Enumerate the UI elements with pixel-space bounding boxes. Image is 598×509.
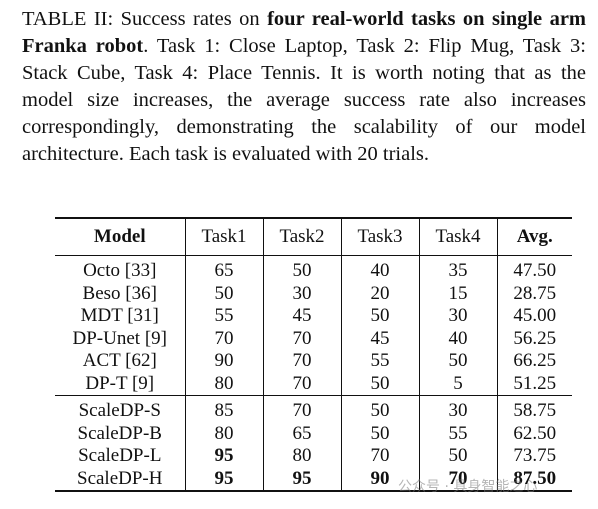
table-cell: 30: [418, 305, 497, 328]
header-row: Model Task1 Task2 Task3 Task4 Avg.: [55, 218, 572, 256]
header-cell: Task4: [418, 218, 497, 256]
table-cell: DP-T [9]: [85, 372, 155, 394]
table-cell: 70: [262, 327, 341, 350]
table-cell: ScaleDP-B: [77, 422, 162, 444]
watermark: 公众号 · 具身智能之心: [398, 479, 538, 495]
table-cell: 50: [184, 282, 263, 305]
table-cell: 50: [340, 422, 419, 445]
table-cell: 50: [262, 255, 341, 283]
table-cell: 80: [184, 372, 263, 396]
table-cell: 45.00: [496, 305, 572, 328]
table-cell: 45: [262, 305, 341, 328]
table-cell: 80: [184, 422, 263, 445]
caption: TABLE II: Success rates on four real-wor…: [22, 6, 586, 168]
table-cell: 55: [418, 422, 497, 445]
table-cell: ScaleDP-L: [78, 445, 162, 467]
table-cell: 66.25: [496, 350, 572, 373]
table-cell: 90: [340, 467, 419, 491]
table-cell: 40: [340, 255, 419, 283]
table-row: DP-T [9] 80 70 50 5 51.25: [55, 372, 572, 396]
header-cell: Task2: [262, 218, 341, 256]
table-cell: 50: [418, 445, 497, 468]
table-cell: 95: [184, 445, 263, 468]
table-cell: 95: [262, 467, 341, 491]
table-cell: 28.75: [496, 282, 572, 305]
table-cell: 80: [262, 445, 341, 468]
table-cell: 73.75: [496, 445, 572, 468]
row-group: Octo [33] 65 50 40 35 47.50 Beso [36] 50 30 20 15 2…: [55, 255, 572, 396]
table-cell: 40: [418, 327, 497, 350]
table-cell: 47.50: [496, 255, 572, 283]
table-row: ACT [62] 90 70 55 50 66.25: [55, 350, 572, 373]
table-cell: 30: [262, 282, 341, 305]
table-cell: 65: [184, 255, 263, 283]
table-cell: 62.50: [496, 422, 572, 445]
table-row: ScaleDP-L 95 80 70 50 73.75: [55, 445, 572, 468]
table-cell: 35: [418, 255, 497, 283]
row-group: ScaleDP-S 85 70 50 30 58.75 ScaleDP-B 80 65 50 55 6…: [55, 395, 572, 491]
table-cell: 95: [184, 467, 263, 491]
table-cell: Octo [33]: [83, 260, 157, 282]
table-cell: MDT [31]: [80, 305, 159, 327]
table-row: Beso [36] 50 30 20 15 28.75: [55, 282, 572, 305]
table-cell: 55: [184, 305, 263, 328]
table-cell: 50: [340, 372, 419, 396]
table-cell: 87.50: [496, 467, 572, 491]
table-cell: 20: [340, 282, 419, 305]
table-cell: Beso [36]: [82, 282, 157, 304]
table-cell: 70: [418, 467, 497, 491]
results-table: Model Task1 Task2 Task3 Task4 Avg. Octo [33] 6…: [55, 217, 572, 492]
table-cell: 50: [418, 350, 497, 373]
table-cell: DP-Unet [9]: [72, 327, 167, 349]
table-cell: ScaleDP-S: [78, 400, 161, 422]
table-cell: 85: [184, 395, 263, 423]
table-cell: 55: [340, 350, 419, 373]
caption-text: . Task 1: Close Laptop, Task 2: Flip Mug…: [22, 35, 586, 165]
table-row: ScaleDP-B 80 65 50 55 62.50: [55, 422, 572, 445]
table-row: DP-Unet [9] 70 70 45 40 56.25: [55, 327, 572, 350]
caption-bold: four real-world tasks on single arm Fran…: [22, 8, 587, 57]
table-cell: ACT [62]: [82, 350, 157, 372]
table-cell: 70: [184, 327, 263, 350]
table-row: MDT [31] 55 45 50 30 45.00: [55, 305, 572, 328]
table-cell: 70: [262, 372, 341, 396]
table-cell: 15: [418, 282, 497, 305]
header-cell: Task3: [340, 218, 419, 256]
header-cell: Avg.: [496, 218, 572, 256]
table-cell: 51.25: [496, 372, 572, 396]
table-cell: 70: [262, 395, 341, 423]
table-cell: 30: [418, 395, 497, 423]
table-cell: 70: [340, 445, 419, 468]
table-cell: ScaleDP-H: [77, 467, 163, 489]
table-cell: 70: [262, 350, 341, 373]
table-cell: 50: [340, 305, 419, 328]
table-cell: 65: [262, 422, 341, 445]
table-cell: 45: [340, 327, 419, 350]
header-cell: Task1: [184, 218, 263, 256]
table-cell: 5: [418, 372, 497, 396]
table-row: Octo [33] 65 50 40 35 47.50: [55, 255, 572, 283]
table-cell: 58.75: [496, 395, 572, 423]
table-row: ScaleDP-H 95 95 90 70 87.50: [55, 467, 572, 491]
table-cell: 56.25: [496, 327, 572, 350]
table-cell: 90: [184, 350, 263, 373]
table-cell: 50: [340, 395, 419, 423]
header-cell: Model: [93, 226, 146, 247]
table-row: ScaleDP-S 85 70 50 30 58.75: [55, 395, 572, 423]
caption-label: TABLE II: Success rates on: [22, 8, 268, 30]
